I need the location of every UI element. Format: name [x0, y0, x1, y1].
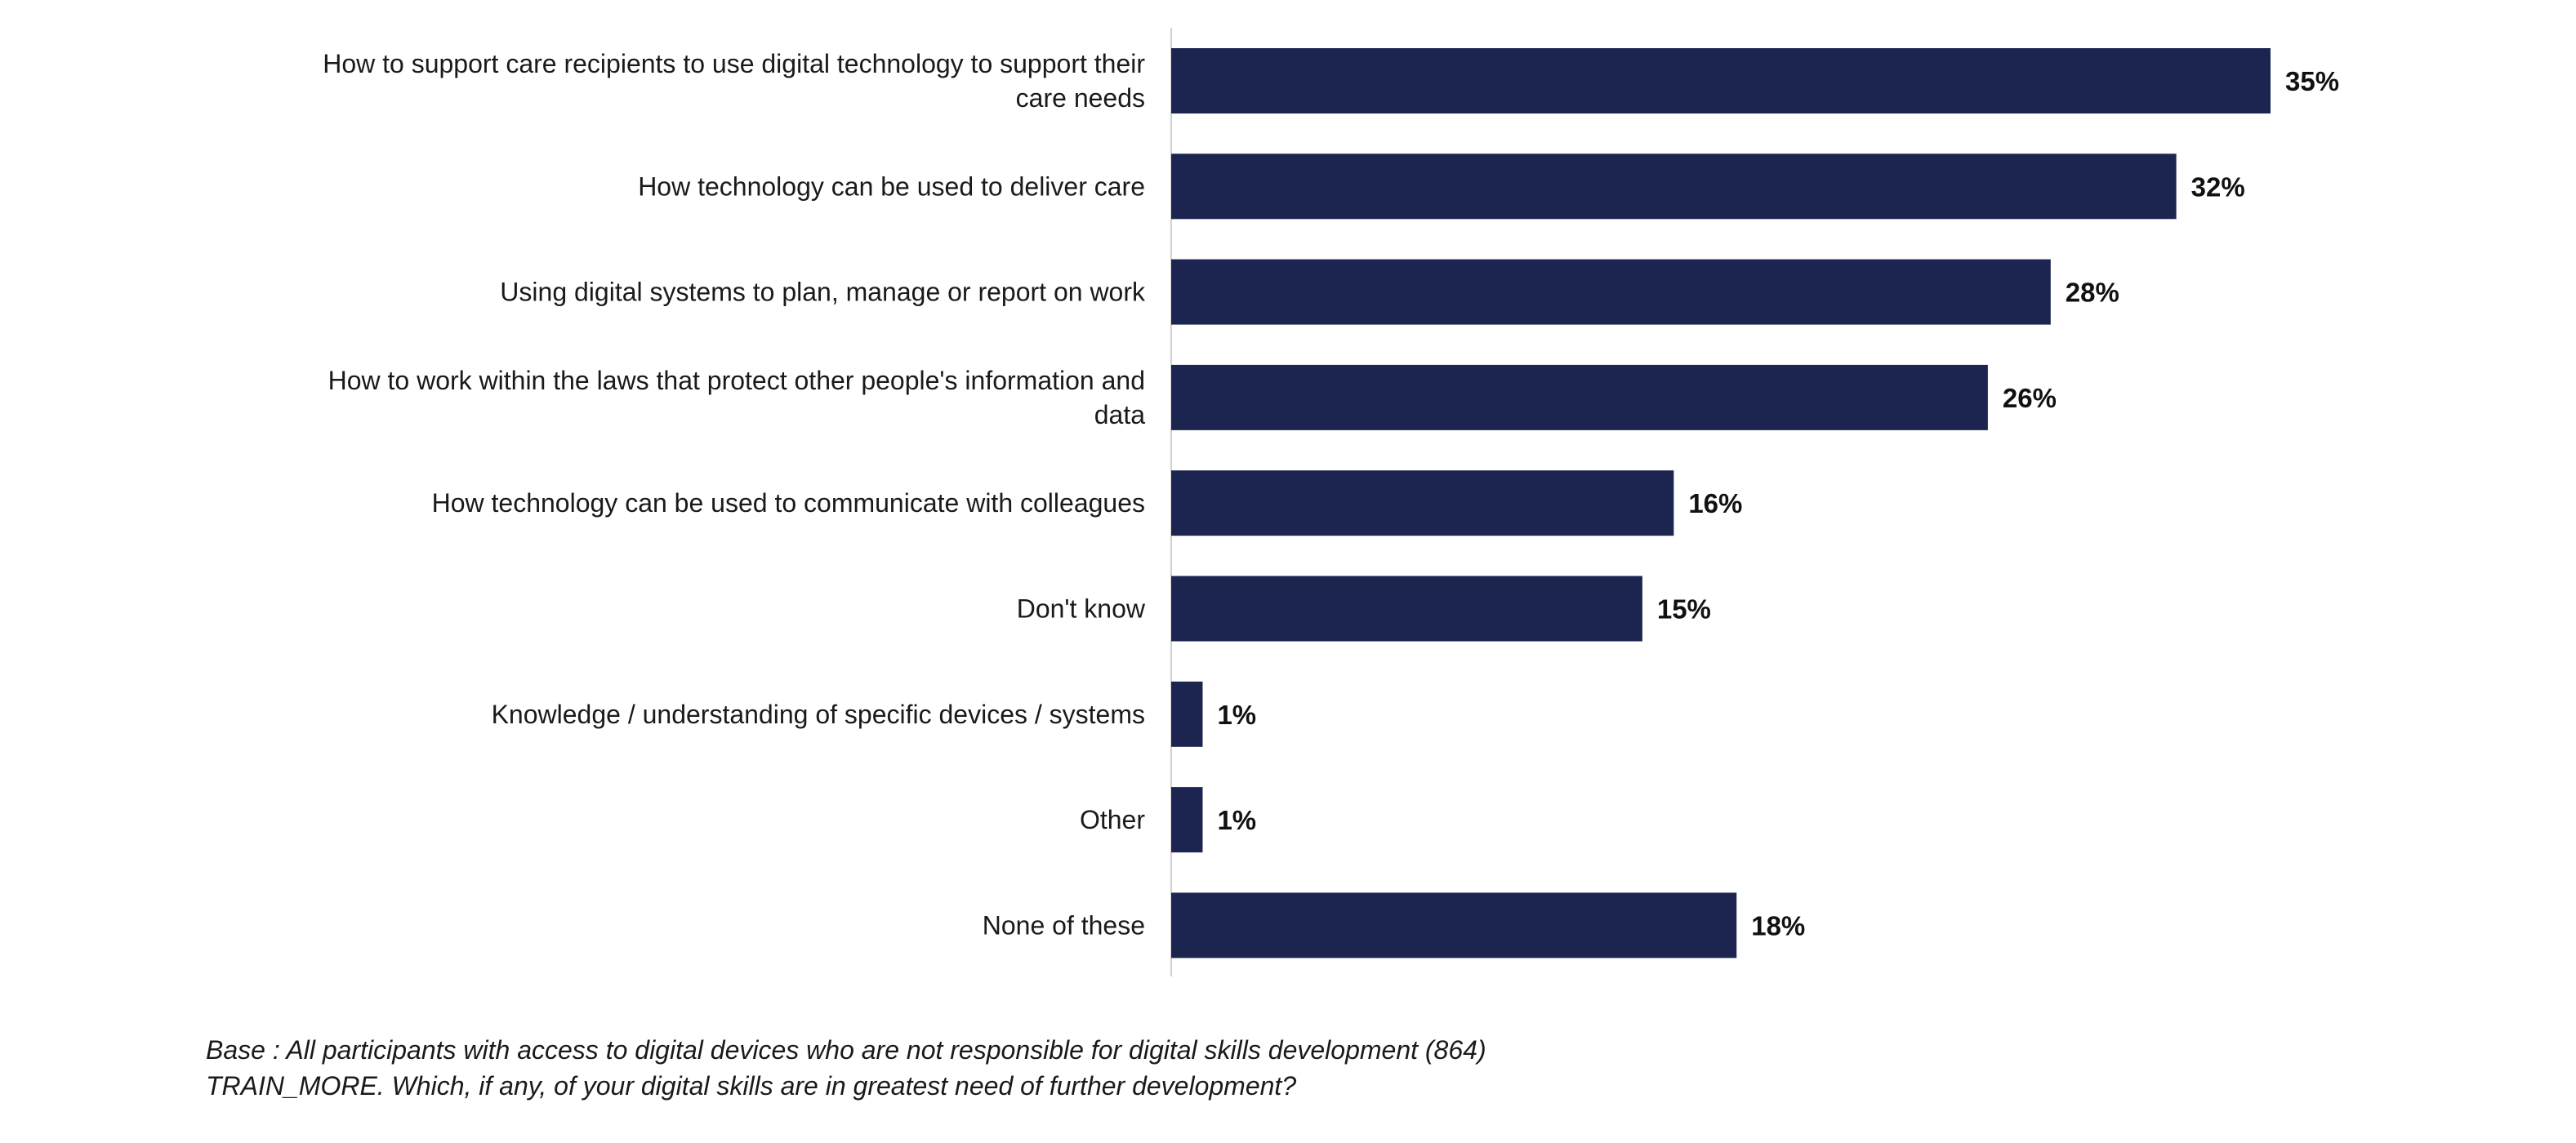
category-label-5: How technology can be used to communicat… — [432, 488, 1145, 518]
footnote-question: TRAIN_MORE. Which, if any, of your digit… — [206, 1071, 1297, 1101]
bar-4 — [1171, 364, 1988, 430]
category-label-line: How technology can be used to communicat… — [432, 488, 1145, 518]
category-label-line: Don't know — [1017, 594, 1146, 624]
category-labels: How to support care recipients to use di… — [323, 49, 1146, 940]
category-label-3: Using digital systems to plan, manage or… — [500, 278, 1146, 307]
bar-1 — [1171, 48, 2271, 113]
category-label-line: data — [1094, 400, 1145, 429]
value-label-2: 32% — [2191, 171, 2245, 202]
value-label-7: 1% — [1217, 700, 1256, 730]
category-label-line: How to work within the laws that protect… — [328, 366, 1145, 395]
value-label-3: 28% — [2066, 278, 2119, 308]
category-label-7: Knowledge / understanding of specific de… — [492, 700, 1145, 729]
value-label-4: 26% — [2003, 383, 2057, 413]
bar-5 — [1171, 470, 1674, 536]
value-label-5: 16% — [1688, 488, 1742, 518]
bar-3 — [1171, 259, 2051, 325]
bar-2 — [1171, 153, 2177, 220]
bar-series — [1171, 48, 2271, 958]
bar-8 — [1171, 787, 1203, 853]
bar-9 — [1171, 892, 1737, 958]
category-label-line: How to support care recipients to use di… — [323, 49, 1145, 78]
value-label-6: 15% — [1657, 594, 1711, 625]
category-label-line: How technology can be used to deliver ca… — [638, 171, 1145, 201]
value-label-9: 18% — [1751, 910, 1805, 941]
category-label-1: How to support care recipients to use di… — [323, 49, 1145, 113]
category-label-line: Other — [1080, 805, 1145, 834]
category-label-4: How to work within the laws that protect… — [328, 366, 1146, 429]
category-label-line: Using digital systems to plan, manage or… — [500, 278, 1146, 307]
bar-7 — [1171, 681, 1203, 747]
category-label-line: Knowledge / understanding of specific de… — [492, 700, 1145, 729]
category-label-2: How technology can be used to deliver ca… — [638, 171, 1145, 201]
value-label-1: 35% — [2285, 66, 2339, 96]
category-label-8: Other — [1080, 805, 1145, 834]
category-label-9: None of these — [983, 910, 1145, 940]
category-label-6: Don't know — [1017, 594, 1146, 624]
footnote-base: Base : All participants with access to d… — [206, 1035, 1486, 1065]
bar-6 — [1171, 576, 1642, 642]
category-label-line: care needs — [1016, 83, 1145, 113]
value-label-8: 1% — [1217, 805, 1256, 835]
category-label-line: None of these — [983, 910, 1145, 940]
value-labels: 35% 32% 28% 26% 16% 15% 1% 1% 18% — [1217, 66, 2339, 941]
